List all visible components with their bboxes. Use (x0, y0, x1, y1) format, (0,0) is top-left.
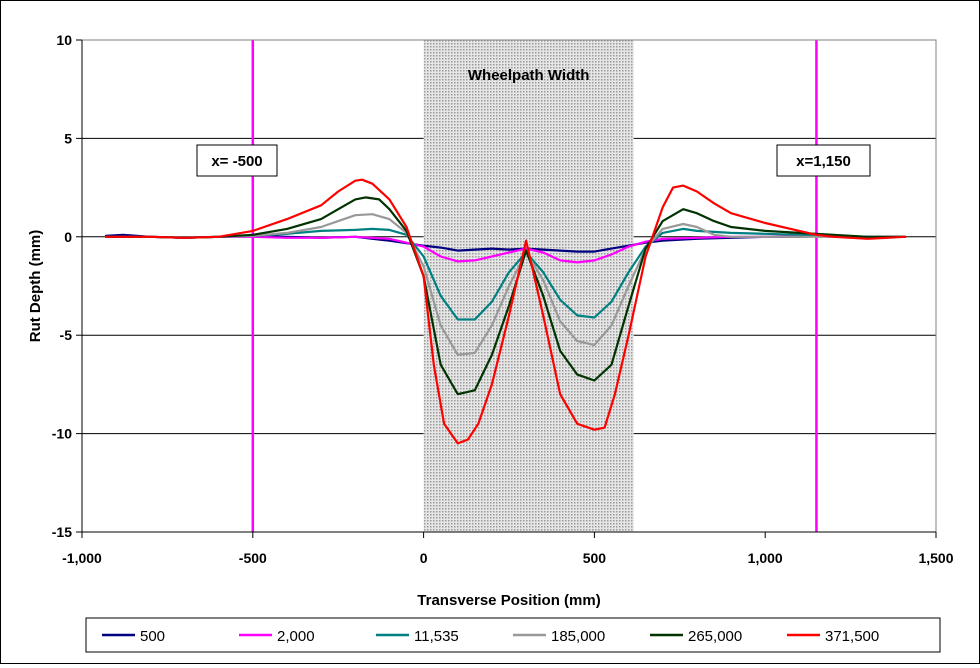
x-tick-label: -500 (239, 550, 267, 566)
marker-label-box (196, 144, 278, 177)
marker-label: x= -500 (211, 153, 262, 170)
x-tick-label: 1,500 (918, 550, 953, 566)
y-tick-label: -15 (52, 524, 72, 540)
tick-labels: -1,000 -500 0 500 1,000 1,500 -15 -10 -5 0 5 10 (52, 32, 954, 566)
legend-label: 11,535 (414, 628, 459, 645)
annotations: Wheelpath Width x= -500 x=1,150 (196, 67, 871, 177)
y-tick-label: -10 (52, 426, 72, 442)
y-axis-title: Rut Depth (mm) (27, 230, 44, 343)
wheelpath-width-label: Wheelpath Width (468, 67, 590, 84)
y-tick-label: 0 (64, 229, 72, 245)
x-axis-title: Transverse Position (mm) (417, 592, 600, 609)
wheelpath-region (423, 40, 634, 532)
legend-label: 265,000 (688, 628, 742, 645)
x-tick-label: 500 (583, 550, 607, 566)
legend-label: 500 (140, 628, 165, 645)
legend: 500 2,000 11,535 185,000 265,000 371,500 (85, 617, 941, 653)
legend-label: 185,000 (551, 628, 605, 645)
x-tick-label: 0 (420, 550, 428, 566)
x-tick-label: -1,000 (62, 550, 102, 566)
wheelpath-shaded-region (423, 40, 634, 532)
series-line (104, 227, 907, 321)
marker-label-box (776, 144, 871, 177)
series-line (104, 178, 907, 445)
y-tick-label: 10 (56, 32, 72, 48)
series-line (104, 196, 907, 396)
vertical-marker-lines (251, 40, 818, 532)
x-tick-label: 1,000 (748, 550, 783, 566)
legend-label: 2,000 (277, 628, 315, 645)
series-line (104, 213, 907, 356)
legend-label: 371,500 (825, 628, 879, 645)
series-lines (104, 178, 907, 445)
y-tick-label: 5 (64, 130, 72, 146)
axes (76, 39, 937, 538)
y-tick-label: -5 (60, 327, 73, 343)
marker-label: x=1,150 (796, 153, 851, 170)
